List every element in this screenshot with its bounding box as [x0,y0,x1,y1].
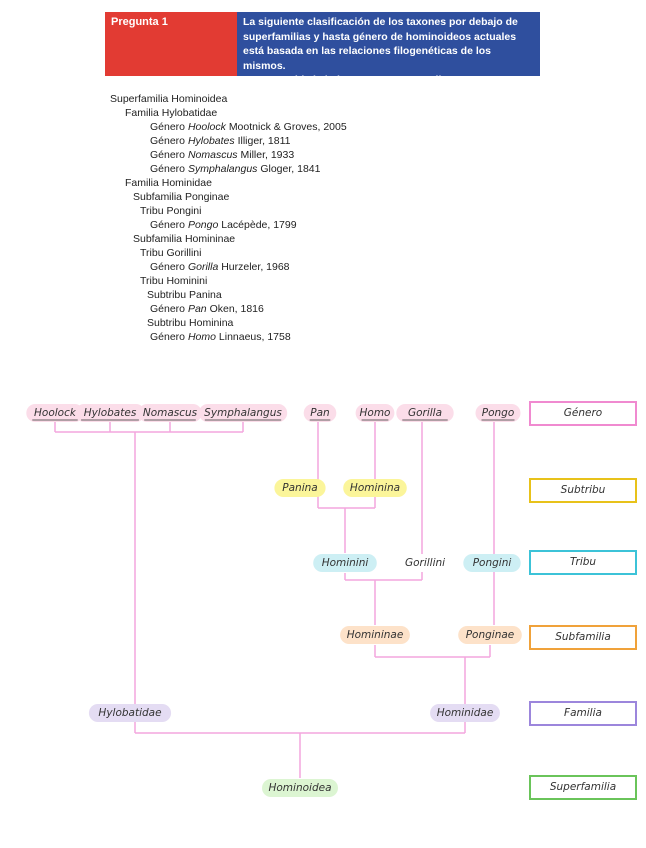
highlight [26,404,84,422]
genus: Hoolock [187,121,226,133]
highlight [75,404,145,422]
taxonomy-line: Superfamilia Hominoidea [110,93,228,105]
question-line: Reconstruid el cladograma correspondient… [243,74,466,86]
rank-label: Familia [564,707,602,719]
rank: Género [150,149,186,161]
highlight [475,404,521,422]
taxonomy-line: Subfamilia Ponginae [133,191,230,203]
rank-label: Superfamilia [550,781,616,793]
author: Miller, 1933 [240,149,295,161]
taxon-label: Hominoidea [268,782,331,794]
taxon-label: Hominini [322,557,369,569]
genus: Pan [187,303,207,315]
taxon-label: Hylobatidae [98,707,161,719]
taxon-label: Pongini [473,557,512,569]
highlight [390,554,460,572]
rank: Género [150,135,186,147]
rank-box [529,401,637,426]
highlight [262,779,338,797]
highlight [274,479,326,497]
taxonomy-line: Género Nomascus Miller, 1933 [150,149,294,161]
genus: Pongo [187,219,219,231]
taxonomy-line: Tribu Gorillini [140,247,202,259]
taxonomy-line: Género Gorilla Hurzeler, 1968 [150,261,290,273]
taxon-label: Hylobates [84,407,137,419]
taxonomy-line: Género Pongo Lacépède, 1799 [150,219,297,231]
rank-label: Subfamilia [555,631,611,643]
rank: Género [150,331,186,343]
taxon-label: Hoolock [34,407,77,419]
genus: Hylobates [187,135,235,147]
taxon-label: Nomascus [143,407,198,419]
genus: Gorilla [187,261,219,273]
taxon-label: Gorillini [405,557,445,569]
question-line: está basada en las relaciones filogenéti… [243,45,492,72]
taxon-label: Ponginae [466,629,515,641]
taxon-label: Symphalangus [204,407,282,419]
author: Hurzeler, 1968 [221,261,290,273]
rank: Género [150,303,186,315]
question-header: Pregunta 1 La siguiente clasificación de… [105,12,540,86]
taxonomy-line: Subtribu Hominina [147,317,234,329]
taxonomy-line: Género Symphalangus Gloger, 1841 [150,163,320,175]
question-line: superfamilias y hasta género de hominoid… [243,30,517,43]
author: Illiger, 1811 [237,135,291,147]
taxonomy-line: Subtribu Panina [147,289,222,301]
rank-label: Género [564,407,602,419]
genus: Symphalangus [187,163,258,175]
question-line: La siguiente clasificación de los taxone… [243,16,518,28]
taxonomy-line: Tribu Hominini [140,275,208,287]
genus: Nomascus [187,149,238,161]
genus: Homo [187,331,216,343]
highlight [463,554,521,572]
taxonomy-line: Género Pan Oken, 1816 [150,303,264,315]
question-title: Pregunta 1 [105,12,237,76]
highlight [343,479,407,497]
author: Mootnick & Groves, 2005 [228,121,347,133]
highlight [198,404,288,422]
taxon-label: Pongo [482,407,515,419]
author: Linnaeus, 1758 [218,331,291,343]
taxon-label: Panina [282,482,317,494]
taxonomy-line: Género Homo Linnaeus, 1758 [150,331,291,343]
rank-box [529,701,637,726]
author: Gloger, 1841 [260,163,321,175]
taxon-label: Homo [360,407,391,419]
taxon-label: Homininae [347,629,404,641]
rank: Género [150,261,186,273]
taxonomy-line: Familia Hominidae [125,177,212,189]
rank-box [529,478,637,503]
taxonomy-line: Subfamilia Homininae [133,233,236,245]
highlight [303,404,337,422]
highlight [313,554,377,572]
highlight [340,626,410,644]
rank-box [529,550,637,575]
rank-box [529,775,637,800]
question-text: La siguiente clasificación de los taxone… [237,12,540,86]
highlight [138,404,202,422]
rank-box [529,625,637,650]
highlight [88,704,172,722]
author: Lacépède, 1799 [221,219,297,231]
rank-label: Subtribu [561,484,606,496]
taxonomy-line: Género Hoolock Mootnick & Groves, 2005 [150,121,347,133]
author: Oken, 1816 [209,303,264,315]
taxonomy-line: Familia Hylobatidae [125,107,218,119]
highlight [458,626,522,644]
rank: Género [150,163,186,175]
rank: Género [150,121,186,133]
rank-label: Tribu [570,556,596,568]
highlight [430,704,500,722]
taxonomy-line: Género Hylobates Illiger, 1811 [150,135,291,147]
highlight [355,404,395,422]
taxonomy-line: Tribu Pongini [140,205,202,217]
taxon-label: Hominina [350,482,400,494]
taxon-label: Pan [310,407,329,419]
rank: Género [150,219,186,231]
taxon-label: Hominidae [437,707,494,719]
taxon-label: Gorilla [408,407,442,419]
highlight [396,404,454,422]
